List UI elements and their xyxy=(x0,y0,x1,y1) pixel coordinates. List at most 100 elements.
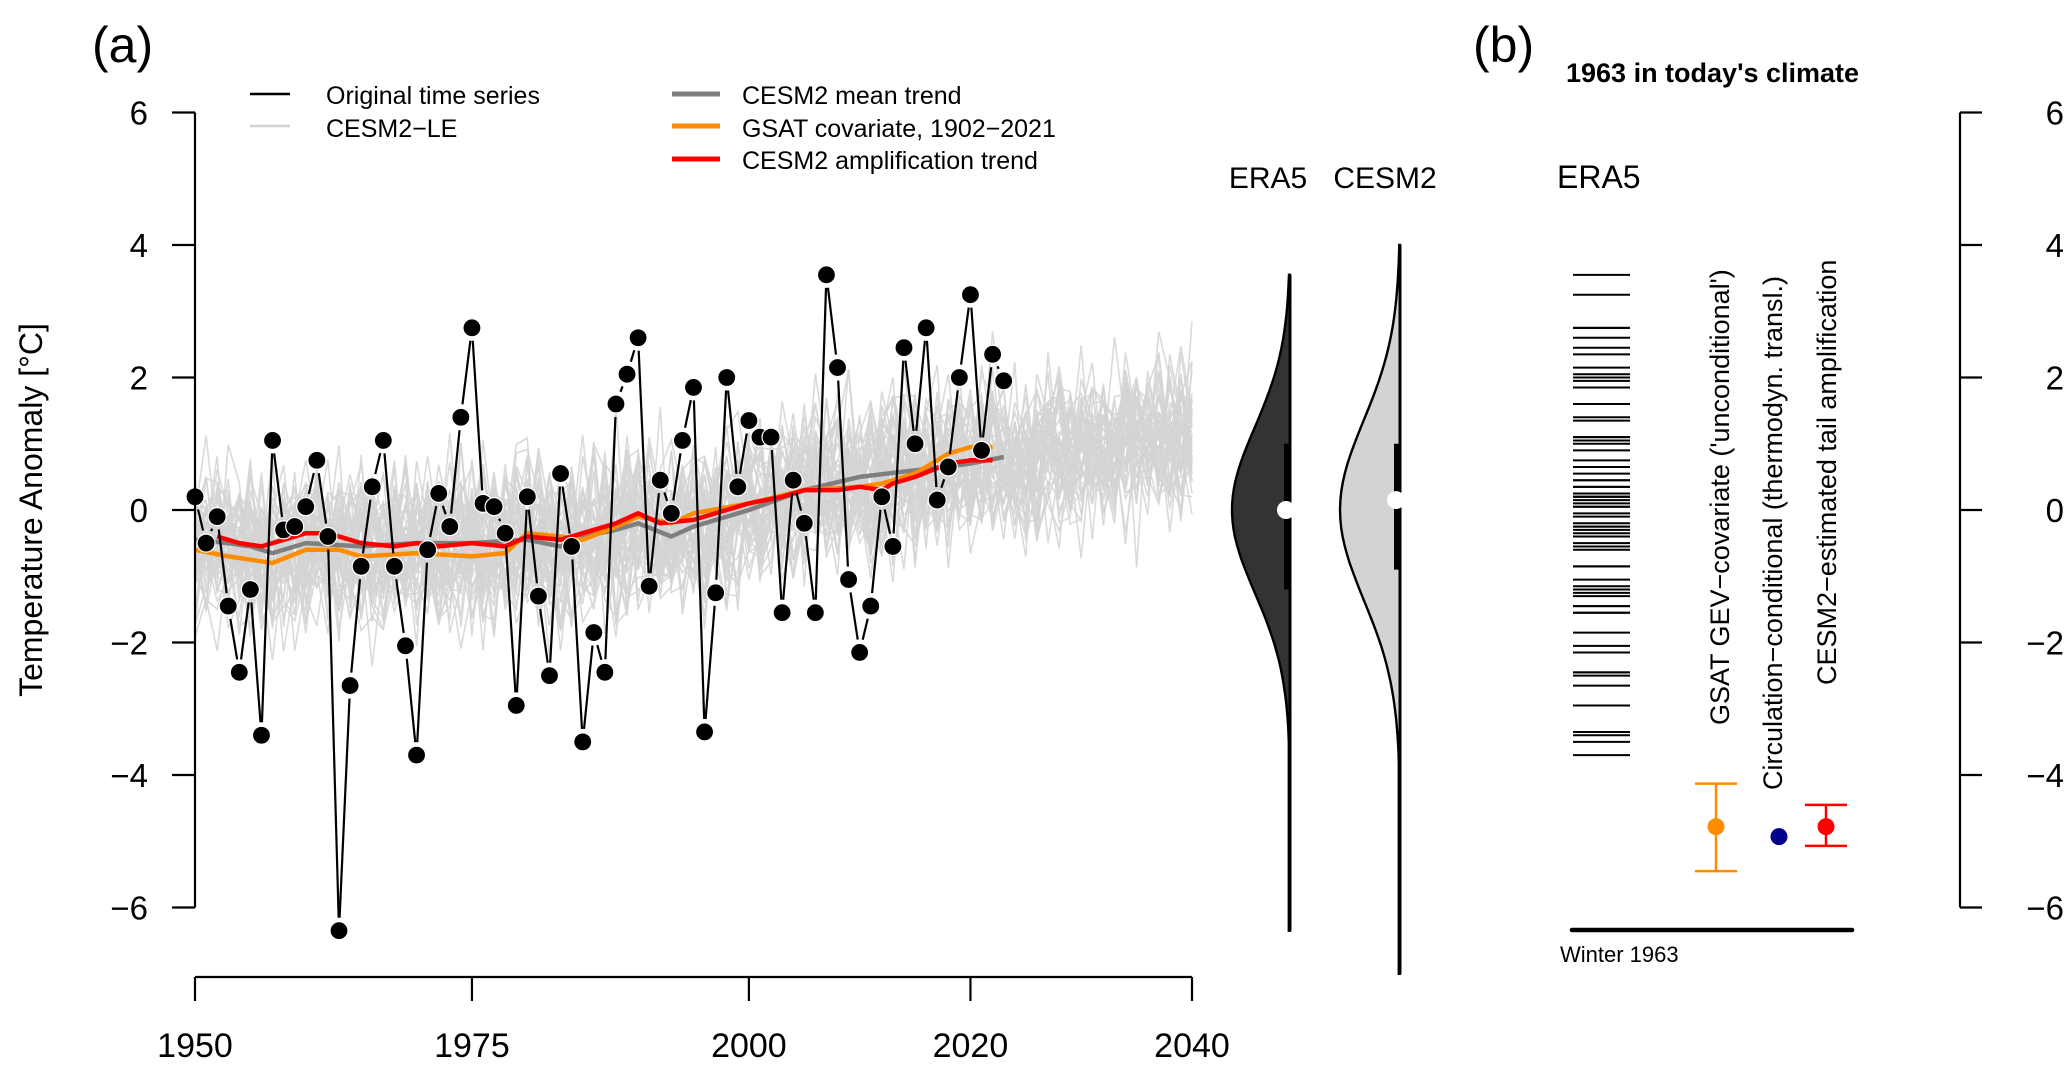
series-segment xyxy=(307,472,315,495)
series-segment xyxy=(684,399,692,428)
data-point xyxy=(429,483,449,504)
data-point xyxy=(517,487,537,507)
panel-a-axes: 6 4 2 0 −2 −4 −6 1950 1975 2000 2020 2040 xyxy=(110,95,1229,1066)
series-segment xyxy=(738,433,748,475)
right-y-tick-label: −4 xyxy=(2026,757,2064,794)
series-segment xyxy=(981,367,993,438)
data-point xyxy=(838,569,859,590)
data-point xyxy=(262,430,283,451)
ensemble-member-line xyxy=(194,352,1193,619)
mean-trend-line xyxy=(194,454,1005,556)
estimate-label-tail: CESM2−estimated tail amplification xyxy=(1812,260,1842,685)
series-segment xyxy=(260,453,274,723)
legend-label-original: Original time series xyxy=(326,82,540,110)
data-point xyxy=(761,427,781,447)
data-point xyxy=(816,265,837,285)
series-segment xyxy=(327,549,340,918)
series-segment xyxy=(273,453,284,518)
data-point xyxy=(340,675,360,696)
right-y-tick-label: 4 xyxy=(2046,227,2064,264)
series-segment xyxy=(515,509,528,693)
series-segment xyxy=(996,365,1000,370)
data-point xyxy=(296,497,316,517)
data-point xyxy=(783,470,803,490)
ensemble-member-line xyxy=(194,374,1193,615)
series-segment xyxy=(217,529,228,594)
ensemble-member-line xyxy=(194,384,1193,620)
series-segment xyxy=(383,453,395,554)
data-point xyxy=(329,921,349,941)
data-point xyxy=(229,662,249,682)
series-segment xyxy=(395,579,405,634)
series-segment xyxy=(571,559,584,729)
right-y-tick-label: 2 xyxy=(2046,360,2064,397)
data-point xyxy=(506,695,526,716)
series-segment xyxy=(498,518,502,522)
data-point xyxy=(706,583,726,603)
data-point xyxy=(307,450,327,470)
data-point xyxy=(550,463,571,484)
estimate-point xyxy=(1817,818,1835,836)
data-point xyxy=(628,328,648,348)
legend-label-gsat: GSAT covariate, 1902−2021 xyxy=(742,115,1056,143)
estimate-label-circulation: Circulation−conditional (thermodyn. tran… xyxy=(1758,276,1788,790)
series-segment xyxy=(637,350,650,574)
series-segment xyxy=(317,473,328,524)
data-point xyxy=(672,430,693,451)
series-segment xyxy=(539,608,549,663)
right-y-tick-label: 6 xyxy=(2046,95,2064,132)
series-segment xyxy=(461,340,472,405)
series-segment xyxy=(196,509,205,531)
series-segment xyxy=(782,493,794,600)
series-segment xyxy=(429,505,438,538)
x-tick-label: 1950 xyxy=(157,1027,233,1065)
data-point xyxy=(728,477,748,497)
series-segment xyxy=(374,452,382,475)
series-segment xyxy=(861,618,869,641)
y-tick-label: 6 xyxy=(130,95,148,132)
data-point xyxy=(772,603,792,623)
ensemble-member-line xyxy=(194,337,1193,624)
series-segment xyxy=(940,478,946,489)
series-segment xyxy=(715,390,728,580)
y-tick-label: −4 xyxy=(110,757,148,794)
data-point xyxy=(960,285,981,305)
estimate-point xyxy=(1770,828,1788,846)
data-point xyxy=(827,357,848,378)
series-segment xyxy=(837,380,850,567)
data-point xyxy=(982,344,1003,364)
violin-median-marker xyxy=(1387,491,1405,510)
violin-cesm2 xyxy=(1338,243,1402,976)
series-segment xyxy=(350,579,362,673)
series-segment xyxy=(405,658,417,743)
panel-b-title: 1963 in today's climate xyxy=(1566,58,1859,88)
series-segment xyxy=(471,340,484,491)
series-segment xyxy=(814,287,828,600)
data-point xyxy=(650,470,670,490)
data-point xyxy=(351,556,371,576)
series-segment xyxy=(726,390,738,474)
data-point xyxy=(240,579,260,600)
data-point xyxy=(994,371,1014,391)
y-tick-label: 4 xyxy=(130,227,148,264)
data-point xyxy=(440,516,460,537)
series-segment xyxy=(582,645,594,730)
series-segment xyxy=(561,486,571,534)
right-y-tick-label: −6 xyxy=(2026,890,2064,927)
y-axis-label: Temperature Anomaly [°C] xyxy=(13,323,49,697)
series-segment xyxy=(338,698,351,918)
data-point xyxy=(495,523,515,543)
series-segment xyxy=(450,430,461,514)
data-point xyxy=(949,367,969,388)
series-segment xyxy=(596,644,603,661)
estimates xyxy=(1695,782,1847,873)
series-segment xyxy=(239,602,250,660)
data-point xyxy=(573,732,593,752)
series-segment xyxy=(704,605,716,720)
violin-label-cesm2: CESM2 xyxy=(1333,162,1436,195)
data-point xyxy=(207,507,227,527)
data-point xyxy=(872,487,892,507)
series-segment xyxy=(870,509,882,594)
data-point xyxy=(285,516,305,537)
